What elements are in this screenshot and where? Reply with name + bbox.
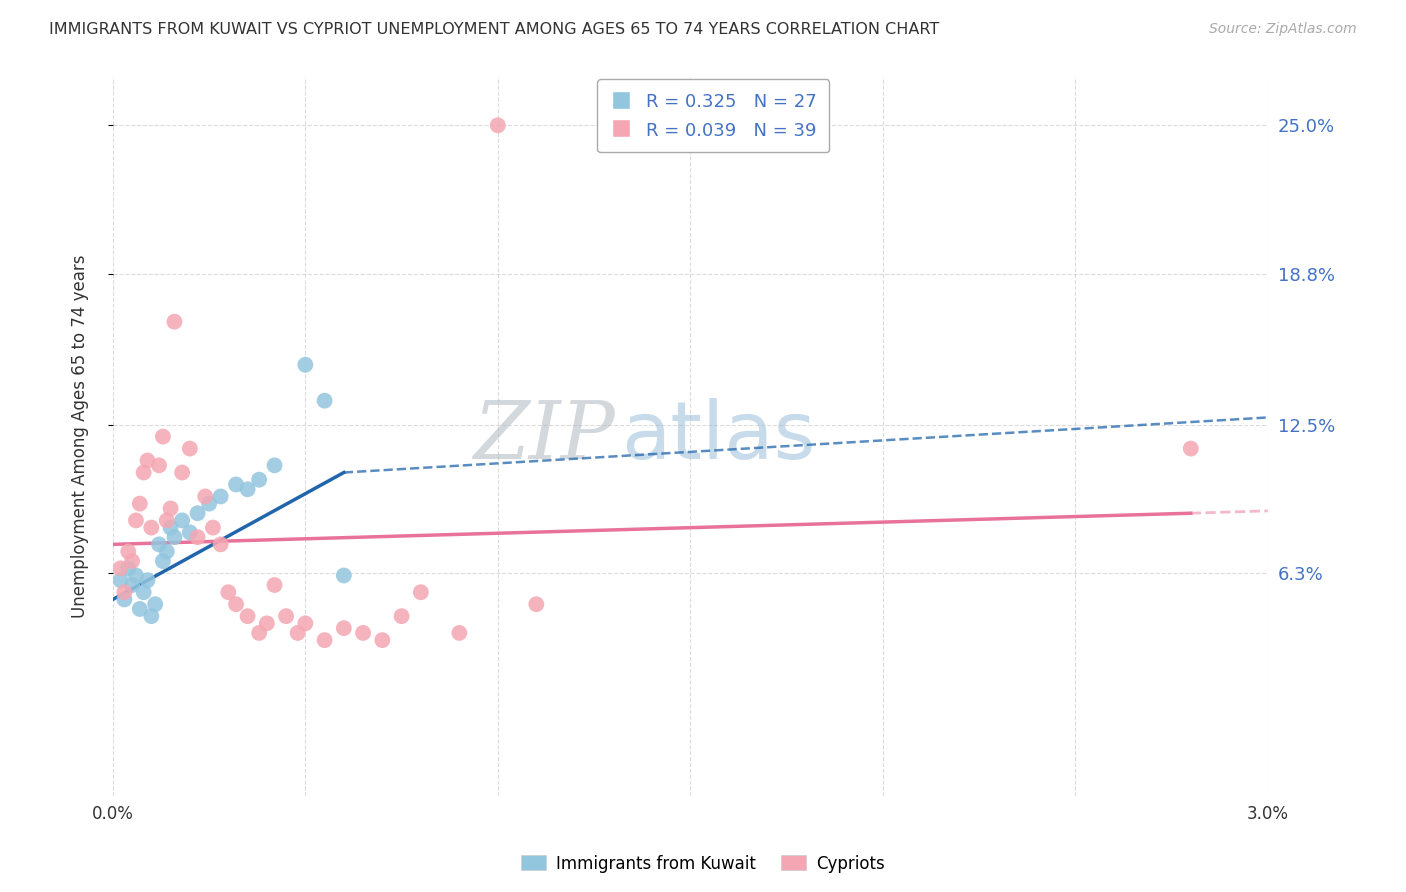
Point — [110, 561, 132, 575]
Point — [152, 554, 174, 568]
Point — [225, 477, 247, 491]
Point — [287, 626, 309, 640]
Y-axis label: Unemployment Among Ages 65 to 74 years: Unemployment Among Ages 65 to 74 years — [72, 255, 89, 618]
Point — [156, 513, 179, 527]
Text: Source: ZipAtlas.com: Source: ZipAtlas.com — [1209, 22, 1357, 37]
Point — [294, 358, 316, 372]
Point — [163, 530, 186, 544]
Point — [141, 609, 163, 624]
Point — [198, 497, 221, 511]
Point — [136, 574, 159, 588]
Point — [247, 473, 270, 487]
Point — [236, 609, 259, 624]
Text: ZIP: ZIP — [474, 398, 616, 475]
Point — [236, 483, 259, 497]
Point — [163, 315, 186, 329]
Point — [143, 597, 166, 611]
Point — [121, 554, 143, 568]
Point — [201, 520, 224, 534]
Point — [117, 561, 139, 575]
Point — [179, 442, 201, 456]
Point — [148, 458, 170, 473]
Point — [125, 513, 148, 527]
Point — [247, 626, 270, 640]
Point — [352, 626, 374, 640]
Point — [132, 466, 155, 480]
Point — [1180, 442, 1202, 456]
Point — [371, 633, 394, 648]
Point — [136, 453, 159, 467]
Point — [159, 520, 181, 534]
Text: IMMIGRANTS FROM KUWAIT VS CYPRIOT UNEMPLOYMENT AMONG AGES 65 TO 74 YEARS CORRELA: IMMIGRANTS FROM KUWAIT VS CYPRIOT UNEMPL… — [49, 22, 939, 37]
Point — [209, 537, 232, 551]
Point — [263, 578, 285, 592]
Point — [112, 585, 135, 599]
Point — [333, 621, 356, 635]
Point — [152, 429, 174, 443]
Point — [172, 466, 194, 480]
Point — [294, 616, 316, 631]
Point — [333, 568, 356, 582]
Point — [209, 490, 232, 504]
Point — [117, 544, 139, 558]
Point — [110, 574, 132, 588]
Point — [217, 585, 239, 599]
Point — [524, 597, 547, 611]
Point — [391, 609, 413, 624]
Point — [128, 602, 150, 616]
Point — [125, 568, 148, 582]
Point — [486, 119, 509, 133]
Point — [112, 592, 135, 607]
Point — [449, 626, 471, 640]
Point — [314, 393, 336, 408]
Point — [187, 530, 209, 544]
Text: atlas: atlas — [621, 398, 815, 475]
Point — [314, 633, 336, 648]
Point — [187, 506, 209, 520]
Point — [172, 513, 194, 527]
Point — [128, 497, 150, 511]
Point — [132, 585, 155, 599]
Point — [225, 597, 247, 611]
Point — [121, 578, 143, 592]
Point — [274, 609, 297, 624]
Point — [141, 520, 163, 534]
Point — [409, 585, 432, 599]
Point — [256, 616, 278, 631]
Point — [159, 501, 181, 516]
Point — [194, 490, 217, 504]
Point — [263, 458, 285, 473]
Point — [148, 537, 170, 551]
Point — [156, 544, 179, 558]
Point — [179, 525, 201, 540]
Legend: Immigrants from Kuwait, Cypriots: Immigrants from Kuwait, Cypriots — [515, 848, 891, 880]
Legend: R = 0.325   N = 27, R = 0.039   N = 39: R = 0.325 N = 27, R = 0.039 N = 39 — [598, 79, 830, 153]
